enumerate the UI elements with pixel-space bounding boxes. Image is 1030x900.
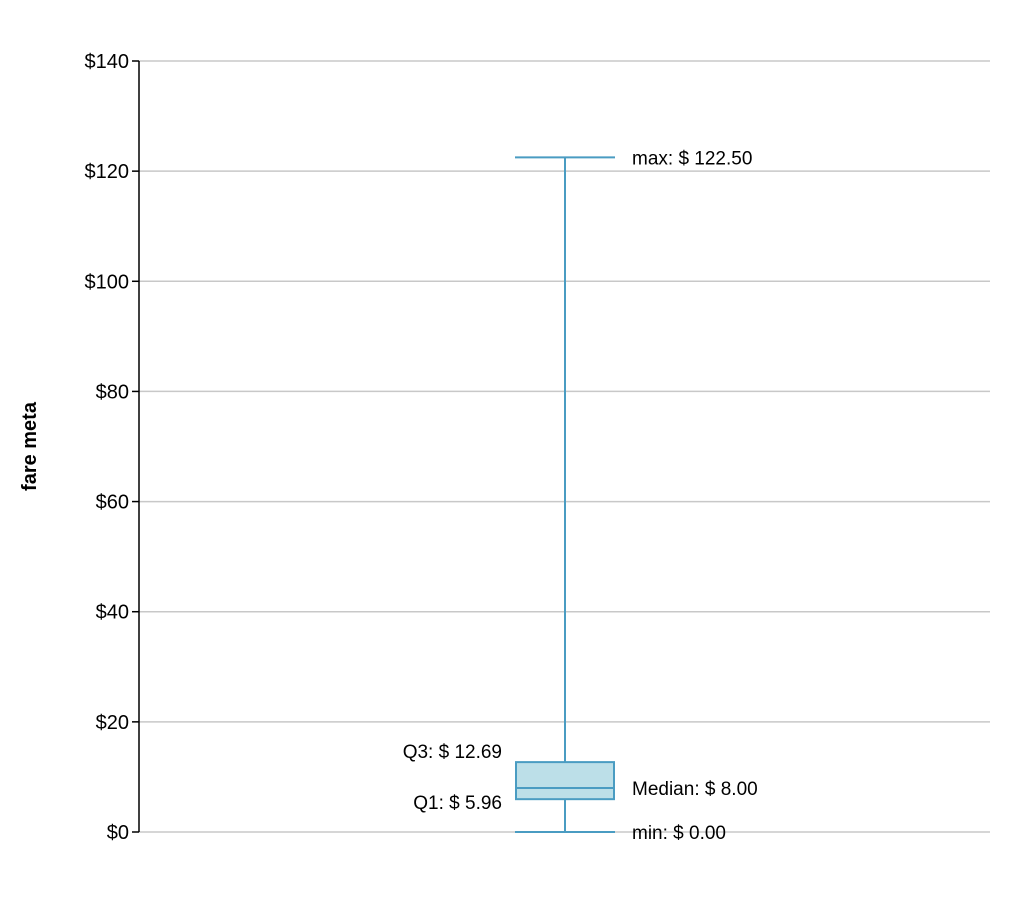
y-tick-label: $140 (85, 51, 130, 73)
y-tick-label: $120 (85, 161, 130, 183)
box-plot (515, 156, 615, 833)
q1-label: Q1: $ 5.96 (413, 793, 502, 814)
median-label: Median: $ 8.00 (632, 779, 758, 800)
y-tick-label: $20 (96, 712, 129, 734)
y-axis-ticks: $0 $20 $40 $60 $80 $100 $120 $140 (85, 51, 139, 844)
y-tick-label: $40 (96, 602, 129, 624)
y-tick-label: $0 (107, 822, 129, 844)
min-label: min: $ 0.00 (632, 823, 726, 844)
q3-label: Q3: $ 12.69 (403, 742, 502, 763)
y-axis-title: fare meta (19, 401, 41, 491)
max-label: max: $ 122.50 (632, 148, 752, 169)
iqr-box (515, 761, 615, 801)
y-tick-label: $80 (96, 381, 129, 403)
y-tick-label: $100 (85, 271, 130, 293)
y-tick-label: $60 (96, 492, 129, 514)
